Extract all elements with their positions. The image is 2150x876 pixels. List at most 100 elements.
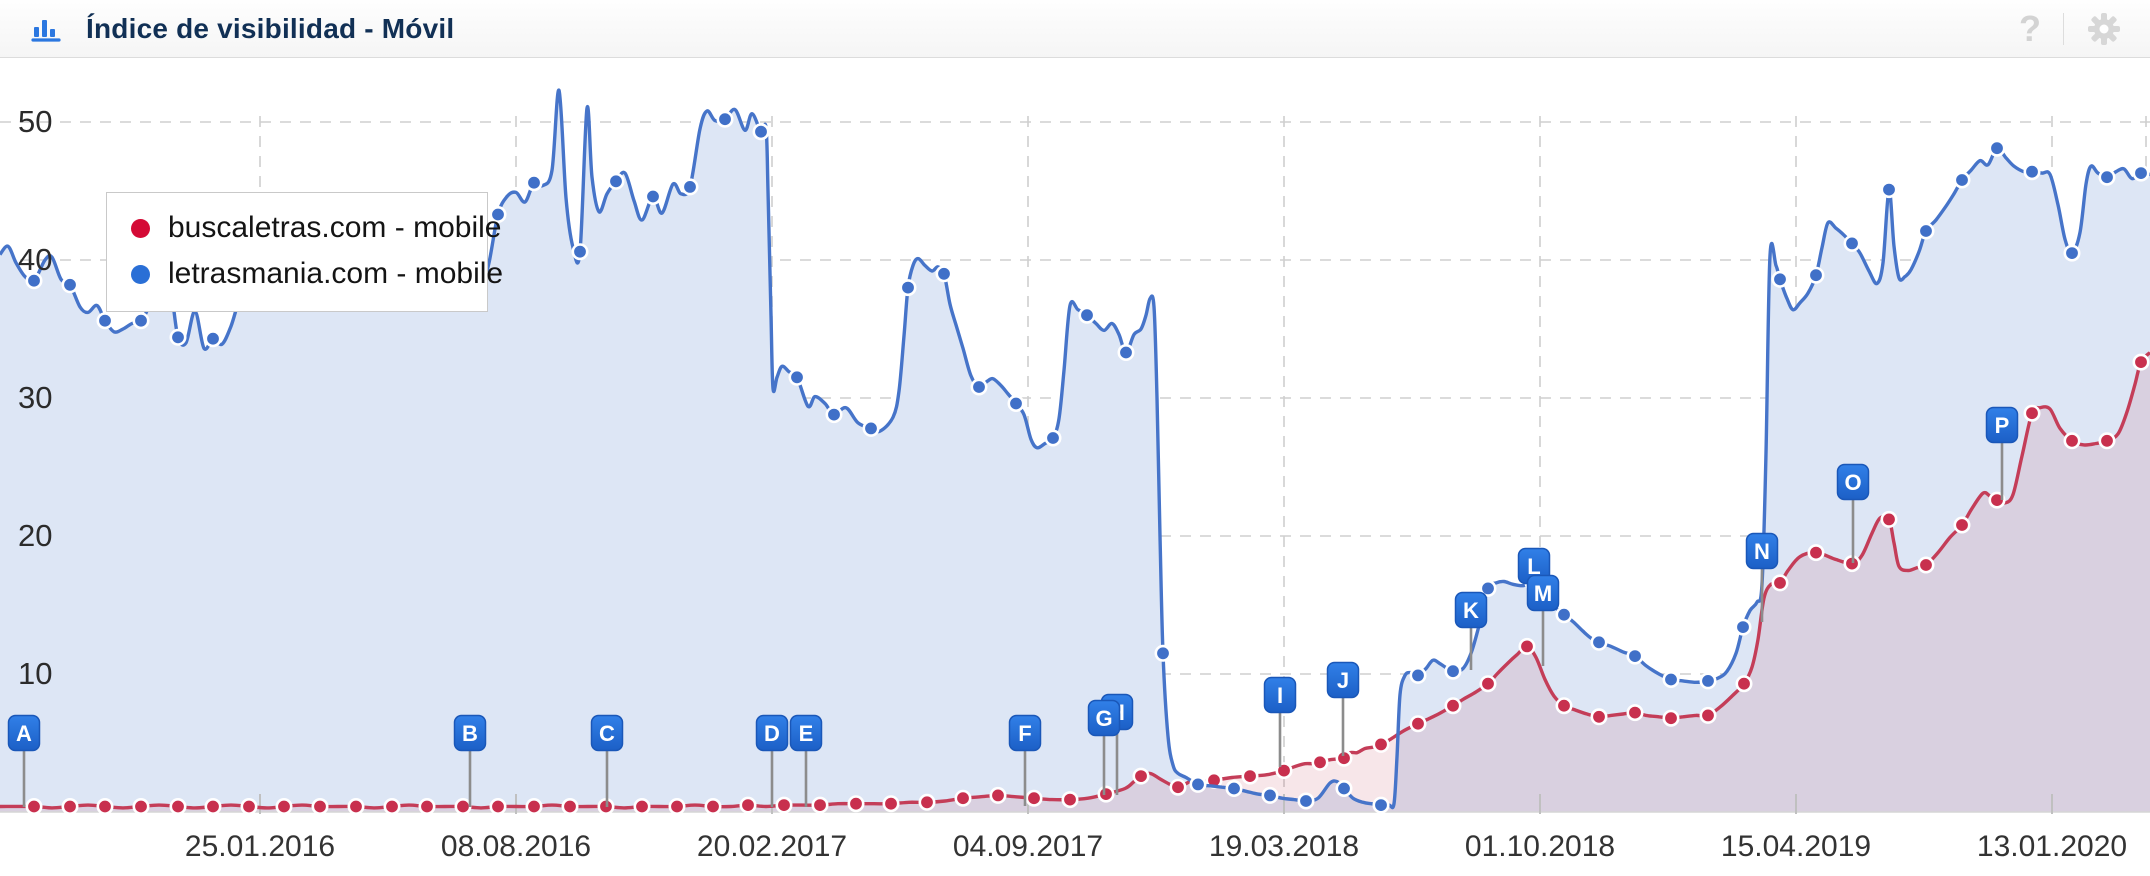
data-point-red[interactable] [1132,767,1150,785]
data-point-blue[interactable] [1555,606,1573,624]
data-point-red[interactable] [1372,735,1390,753]
data-point-blue[interactable] [644,188,662,206]
data-point-red[interactable] [1409,715,1427,733]
data-point-red[interactable] [1626,704,1644,722]
data-point-blue[interactable] [1261,786,1279,804]
data-point-red[interactable] [1735,675,1753,693]
event-marker-E[interactable]: E [789,714,823,808]
data-point-red[interactable] [1169,778,1187,796]
data-point-blue[interactable] [2063,244,2081,262]
data-point-red[interactable] [169,797,187,815]
event-marker-P[interactable]: P [1985,406,2019,501]
data-point-blue[interactable] [1297,792,1315,810]
event-marker-I[interactable]: I [1263,676,1297,768]
data-point-blue[interactable] [571,243,589,261]
data-point-red[interactable] [1061,791,1079,809]
event-marker-A[interactable]: A [7,714,41,808]
data-point-blue[interactable] [1843,234,1861,252]
data-point-red[interactable] [1444,697,1462,715]
data-point-blue[interactable] [1771,270,1789,288]
data-point-blue[interactable] [1953,171,1971,189]
data-point-blue[interactable] [2023,163,2041,181]
marker-pin[interactable] [1008,714,1042,752]
data-point-red[interactable] [489,797,507,815]
data-point-red[interactable] [347,797,365,815]
data-point-blue[interactable] [61,276,79,294]
gear-icon[interactable] [2086,11,2122,47]
data-point-red[interactable] [882,795,900,813]
data-point-red[interactable] [811,796,829,814]
data-point-blue[interactable] [204,330,222,348]
marker-pin[interactable] [7,714,41,752]
marker-pin[interactable] [1263,676,1297,714]
data-point-blue[interactable] [1988,139,2006,157]
marker-pin[interactable] [1087,699,1121,737]
data-point-red[interactable] [240,797,258,815]
data-point-red[interactable] [61,797,79,815]
data-point-blue[interactable] [1335,779,1353,797]
chart-canvas[interactable]: 25.01.2016 08.08.2016 20.02.2017 04.09.2017… [0,58,2150,876]
data-point-blue[interactable] [1372,796,1390,814]
data-point-blue[interactable] [25,272,43,290]
marker-pin[interactable] [1836,463,1870,501]
data-point-blue[interactable] [1662,670,1680,688]
data-point-blue[interactable] [1409,666,1427,684]
data-point-blue[interactable] [970,378,988,396]
data-point-blue[interactable] [1189,775,1207,793]
data-point-blue[interactable] [681,178,699,196]
data-point-blue[interactable] [935,265,953,283]
data-point-red[interactable] [1988,491,2006,509]
marker-pin[interactable] [1454,591,1488,629]
data-point-red[interactable] [1590,708,1608,726]
data-point-red[interactable] [1917,556,1935,574]
data-point-red[interactable] [918,793,936,811]
data-point-blue[interactable] [607,172,625,190]
data-point-blue[interactable] [1444,662,1462,680]
data-point-blue[interactable] [169,328,187,346]
data-point-red[interactable] [383,797,401,815]
data-point-blue[interactable] [1734,618,1752,636]
data-point-blue[interactable] [96,312,114,330]
data-point-red[interactable] [1097,785,1115,803]
data-point-red[interactable] [96,797,114,815]
data-point-red[interactable] [775,796,793,814]
data-point-blue[interactable] [2132,164,2150,182]
data-point-red[interactable] [1311,753,1329,771]
data-point-blue[interactable] [1117,343,1135,361]
data-point-red[interactable] [989,786,1007,804]
data-point-red[interactable] [525,797,543,815]
data-point-red[interactable] [132,797,150,815]
event-marker-D[interactable]: D [755,714,789,808]
data-point-blue[interactable] [1154,644,1172,662]
event-marker-B[interactable]: B [453,714,487,808]
data-point-blue[interactable] [1626,647,1644,665]
data-point-blue[interactable] [1880,181,1898,199]
data-point-blue[interactable] [525,174,543,192]
data-point-blue[interactable] [1044,429,1062,447]
data-point-blue[interactable] [862,419,880,437]
event-marker-K[interactable]: K [1454,591,1488,671]
data-point-red[interactable] [633,797,651,815]
data-point-red[interactable] [2098,432,2116,450]
data-point-red[interactable] [1771,574,1789,592]
marker-pin[interactable] [1326,661,1360,699]
data-point-red[interactable] [2132,353,2150,371]
data-point-red[interactable] [1518,637,1536,655]
data-point-red[interactable] [1953,516,1971,534]
data-point-red[interactable] [1241,767,1259,785]
data-point-red[interactable] [704,797,722,815]
data-point-red[interactable] [1807,544,1825,562]
data-point-red[interactable] [1880,510,1898,528]
data-point-red[interactable] [847,795,865,813]
event-marker-N[interactable]: N [1745,532,1779,623]
marker-pin[interactable] [453,714,487,752]
event-marker-C[interactable]: C [590,714,624,808]
data-point-red[interactable] [275,797,293,815]
help-icon[interactable]: ? [2019,7,2041,49]
marker-pin[interactable] [590,714,624,752]
data-point-red[interactable] [418,797,436,815]
data-point-red[interactable] [668,797,686,815]
data-point-blue[interactable] [1078,306,1096,324]
data-point-red[interactable] [454,797,472,815]
data-point-blue[interactable] [1225,779,1243,797]
